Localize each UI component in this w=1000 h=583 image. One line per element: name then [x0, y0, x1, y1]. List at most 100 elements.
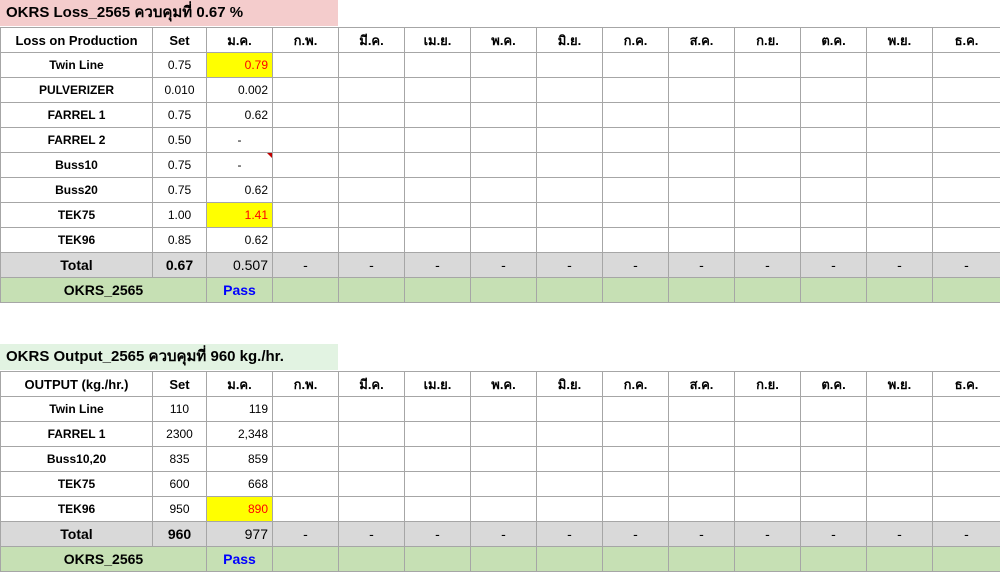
empty-cell[interactable] — [338, 471, 405, 497]
empty-cell[interactable] — [866, 421, 933, 447]
empty-cell[interactable] — [866, 102, 933, 128]
empty-cell[interactable] — [602, 102, 669, 128]
empty-cell[interactable] — [602, 177, 669, 203]
row-name-cell[interactable]: PULVERIZER — [0, 77, 153, 103]
empty-cell[interactable] — [734, 102, 801, 128]
total-month-cell[interactable]: - — [866, 252, 933, 278]
empty-cell[interactable] — [602, 396, 669, 422]
empty-cell[interactable] — [734, 471, 801, 497]
row-name-cell[interactable]: TEK96 — [0, 227, 153, 253]
jan-cell[interactable]: 0.62 — [206, 227, 273, 253]
empty-cell[interactable] — [866, 77, 933, 103]
pass-status[interactable]: Pass — [206, 277, 273, 303]
header-cell[interactable]: ก.ค. — [602, 371, 669, 397]
row-name-cell[interactable]: Buss10,20 — [0, 446, 153, 472]
empty-cell[interactable] — [404, 177, 471, 203]
empty-cell[interactable] — [536, 52, 603, 78]
empty-cell[interactable] — [338, 496, 405, 522]
empty-cell[interactable] — [734, 496, 801, 522]
empty-cell[interactable] — [932, 177, 1000, 203]
empty-cell[interactable] — [668, 152, 735, 178]
empty-cell[interactable] — [272, 152, 339, 178]
header-cell[interactable]: เม.ย. — [404, 371, 471, 397]
empty-cell[interactable] — [338, 202, 405, 228]
set-cell[interactable]: 0.85 — [152, 227, 207, 253]
header-cell[interactable]: มิ.ย. — [536, 27, 603, 53]
total-set-cell[interactable]: 0.67 — [152, 252, 207, 278]
set-cell[interactable]: 0.75 — [152, 177, 207, 203]
total-month-cell[interactable]: - — [602, 252, 669, 278]
empty-cell[interactable] — [404, 77, 471, 103]
empty-cell[interactable] — [932, 127, 1000, 153]
jan-cell[interactable]: 0.002 — [206, 77, 273, 103]
empty-cell[interactable] — [932, 396, 1000, 422]
row-name-cell[interactable]: FARREL 2 — [0, 127, 153, 153]
empty-cell[interactable] — [800, 471, 867, 497]
header-cell[interactable]: ก.ค. — [602, 27, 669, 53]
header-cell[interactable]: ต.ค. — [800, 27, 867, 53]
empty-cell[interactable] — [404, 396, 471, 422]
empty-cell[interactable] — [338, 421, 405, 447]
empty-cell[interactable] — [866, 202, 933, 228]
total-label[interactable]: Total — [0, 252, 153, 278]
empty-cell[interactable] — [602, 496, 669, 522]
empty-cell[interactable] — [668, 202, 735, 228]
empty-cell[interactable] — [800, 421, 867, 447]
header-cell[interactable]: ก.พ. — [272, 27, 339, 53]
empty-cell[interactable] — [668, 227, 735, 253]
empty-cell[interactable] — [668, 77, 735, 103]
total-month-cell[interactable]: - — [800, 521, 867, 547]
total-month-cell[interactable]: - — [800, 252, 867, 278]
empty-cell[interactable] — [668, 127, 735, 153]
okrs-empty-cell[interactable] — [470, 277, 537, 303]
empty-cell[interactable] — [536, 202, 603, 228]
empty-cell[interactable] — [734, 77, 801, 103]
empty-cell[interactable] — [536, 227, 603, 253]
empty-cell[interactable] — [404, 152, 471, 178]
header-cell[interactable]: ส.ค. — [668, 27, 735, 53]
empty-cell[interactable] — [338, 102, 405, 128]
empty-cell[interactable] — [734, 52, 801, 78]
empty-cell[interactable] — [536, 446, 603, 472]
jan-cell[interactable]: - — [206, 127, 273, 153]
empty-cell[interactable] — [272, 77, 339, 103]
okrs-label[interactable]: OKRS_2565 — [0, 546, 207, 572]
header-cell[interactable]: ธ.ค. — [932, 371, 1000, 397]
empty-cell[interactable] — [932, 77, 1000, 103]
okrs-empty-cell[interactable] — [338, 546, 405, 572]
okrs-empty-cell[interactable] — [932, 546, 1000, 572]
empty-cell[interactable] — [536, 77, 603, 103]
jan-cell-highlighted[interactable]: 0.79 — [206, 52, 273, 78]
loss-section-title[interactable]: OKRS Loss_2565 ควบคุมที่ 0.67 % — [0, 0, 338, 26]
header-cell[interactable]: มิ.ย. — [536, 371, 603, 397]
header-cell[interactable]: ม.ค. — [206, 27, 273, 53]
empty-cell[interactable] — [734, 127, 801, 153]
jan-cell[interactable]: 2,348 — [206, 421, 273, 447]
total-month-cell[interactable]: - — [272, 521, 339, 547]
empty-cell[interactable] — [602, 446, 669, 472]
header-cell[interactable]: พ.ย. — [866, 371, 933, 397]
set-cell[interactable]: 0.010 — [152, 77, 207, 103]
empty-cell[interactable] — [338, 127, 405, 153]
total-jan-cell[interactable]: 977 — [206, 521, 273, 547]
empty-cell[interactable] — [338, 396, 405, 422]
header-cell[interactable]: พ.ค. — [470, 27, 537, 53]
empty-cell[interactable] — [470, 52, 537, 78]
empty-cell[interactable] — [470, 496, 537, 522]
okrs-empty-cell[interactable] — [470, 546, 537, 572]
empty-cell[interactable] — [932, 446, 1000, 472]
empty-cell[interactable] — [602, 227, 669, 253]
total-month-cell[interactable]: - — [668, 521, 735, 547]
okrs-empty-cell[interactable] — [602, 277, 669, 303]
okrs-empty-cell[interactable] — [800, 546, 867, 572]
empty-cell[interactable] — [272, 177, 339, 203]
okrs-empty-cell[interactable] — [866, 546, 933, 572]
empty-cell[interactable] — [932, 471, 1000, 497]
empty-cell[interactable] — [404, 496, 471, 522]
row-name-cell[interactable]: Twin Line — [0, 396, 153, 422]
empty-cell[interactable] — [602, 152, 669, 178]
row-name-cell[interactable]: TEK75 — [0, 471, 153, 497]
empty-cell[interactable] — [470, 471, 537, 497]
row-name-cell[interactable]: FARREL 1 — [0, 421, 153, 447]
okrs-empty-cell[interactable] — [668, 546, 735, 572]
